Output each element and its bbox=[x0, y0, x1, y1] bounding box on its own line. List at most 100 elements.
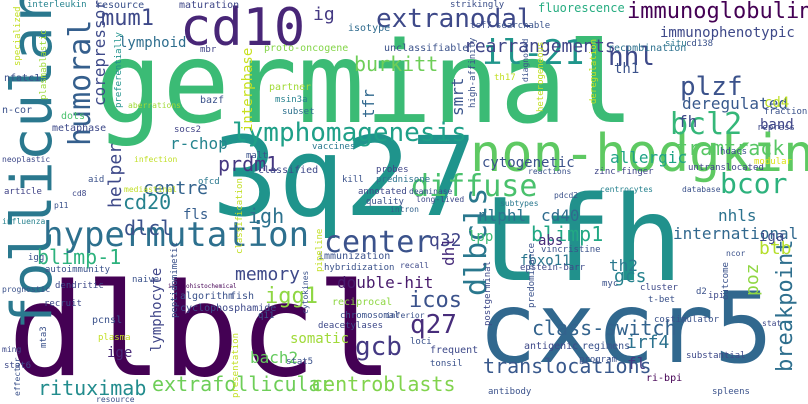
word: aid bbox=[88, 175, 105, 185]
word: naive bbox=[132, 275, 160, 285]
word: fl bbox=[627, 354, 647, 373]
word: dlcl bbox=[124, 216, 173, 240]
word: cd138 bbox=[686, 39, 714, 49]
word: presentation bbox=[231, 332, 241, 398]
word: rituximab bbox=[38, 376, 147, 400]
word: spleens bbox=[712, 387, 750, 397]
word: lymphoid bbox=[119, 35, 187, 51]
word: infection bbox=[134, 155, 178, 164]
word: probes bbox=[376, 165, 409, 175]
word: socs2 bbox=[174, 125, 202, 135]
word: classification bbox=[235, 178, 245, 254]
word: resource bbox=[96, 395, 135, 404]
word: ming bbox=[2, 345, 22, 354]
word: dlbcl bbox=[8, 257, 394, 404]
word: blimp-1 bbox=[37, 245, 122, 269]
word: q11 bbox=[258, 311, 275, 321]
word: tfh bbox=[470, 170, 684, 308]
word: deacetylases bbox=[318, 321, 384, 331]
word: poz bbox=[742, 263, 763, 296]
word: effector bbox=[13, 357, 22, 396]
word: neoplastic bbox=[2, 155, 51, 164]
word: specialized bbox=[13, 6, 23, 66]
word: recruit bbox=[44, 299, 82, 309]
word: mta3 bbox=[39, 326, 49, 348]
word: searchable bbox=[496, 21, 551, 31]
word: cytokines bbox=[301, 270, 310, 314]
word: classified bbox=[258, 165, 319, 176]
word: untranslocated bbox=[688, 163, 764, 173]
word: stat5 bbox=[286, 357, 314, 367]
word: postgerminal bbox=[483, 260, 493, 326]
word: nhls bbox=[718, 206, 757, 225]
word: deregulation bbox=[589, 38, 599, 104]
word: fls bbox=[183, 207, 209, 223]
word: plzf bbox=[680, 72, 743, 102]
word: cd40 bbox=[541, 206, 580, 225]
word: kill bbox=[342, 175, 364, 185]
word: memory bbox=[235, 264, 301, 285]
word: cd20 bbox=[123, 190, 172, 214]
word: loci bbox=[410, 337, 432, 347]
word: subset bbox=[282, 107, 315, 117]
word: fbxo11 bbox=[520, 253, 571, 269]
word: fraction bbox=[764, 107, 808, 117]
word: class-switch bbox=[532, 316, 677, 340]
word: proto-oncogene bbox=[264, 43, 349, 54]
word: preferentially bbox=[114, 32, 124, 108]
word: igg bbox=[28, 253, 45, 263]
word: diagnosed bbox=[521, 38, 530, 82]
word: stat6 bbox=[4, 361, 32, 371]
word: aberrations bbox=[128, 101, 181, 110]
word: dots bbox=[61, 111, 86, 122]
word: influenza bbox=[2, 217, 46, 226]
word: frequent bbox=[430, 345, 479, 356]
word: annotated bbox=[358, 187, 407, 197]
word: il-21 bbox=[482, 33, 585, 73]
word: prednisone bbox=[376, 175, 431, 185]
word: ig bbox=[313, 4, 335, 25]
word: antibody bbox=[488, 387, 532, 397]
word: inferior bbox=[386, 311, 425, 320]
word: tonsil bbox=[430, 359, 463, 369]
word: cluster bbox=[640, 283, 678, 293]
word: bach2 bbox=[250, 348, 299, 367]
word: th2 bbox=[609, 256, 638, 275]
word: bazf bbox=[200, 95, 225, 106]
word: deaminase bbox=[409, 187, 453, 196]
word: center bbox=[324, 225, 433, 260]
word: zinc-finger bbox=[594, 167, 654, 177]
word: recall bbox=[400, 261, 429, 270]
word: mum1 bbox=[101, 6, 154, 31]
word: non-hodgkin bbox=[470, 124, 808, 184]
word: double-hit bbox=[337, 273, 434, 292]
word: partner bbox=[269, 82, 312, 93]
word: helper bbox=[105, 142, 126, 208]
word: intron bbox=[390, 205, 419, 214]
word: ri-bpi bbox=[646, 373, 683, 384]
word: strikingly bbox=[450, 0, 505, 10]
word: prdm1 bbox=[218, 152, 279, 176]
word: isotype bbox=[348, 23, 391, 34]
word: ofcd bbox=[198, 177, 220, 187]
word: article bbox=[4, 187, 42, 197]
word: irf4 bbox=[626, 332, 670, 353]
word: algorithm bbox=[180, 291, 235, 302]
word: rearrangements bbox=[464, 36, 616, 57]
word: somatic bbox=[290, 331, 350, 347]
word: autoimmunity bbox=[45, 265, 111, 275]
word: tramtrack bbox=[676, 136, 785, 160]
word: 3q27 bbox=[212, 113, 477, 241]
word: substantial bbox=[686, 351, 746, 361]
word: immunization bbox=[318, 251, 391, 262]
word: fluorescence bbox=[538, 1, 625, 15]
word: th17 bbox=[494, 73, 516, 83]
word: cd10 bbox=[180, 0, 306, 58]
word: iga bbox=[759, 229, 785, 245]
word: cyclophosphamide bbox=[180, 303, 277, 314]
word: repress bbox=[757, 123, 795, 133]
word: igh bbox=[248, 204, 285, 228]
word: tfr bbox=[359, 89, 378, 118]
word: reactions bbox=[528, 167, 572, 176]
word: extranodal bbox=[376, 4, 533, 34]
